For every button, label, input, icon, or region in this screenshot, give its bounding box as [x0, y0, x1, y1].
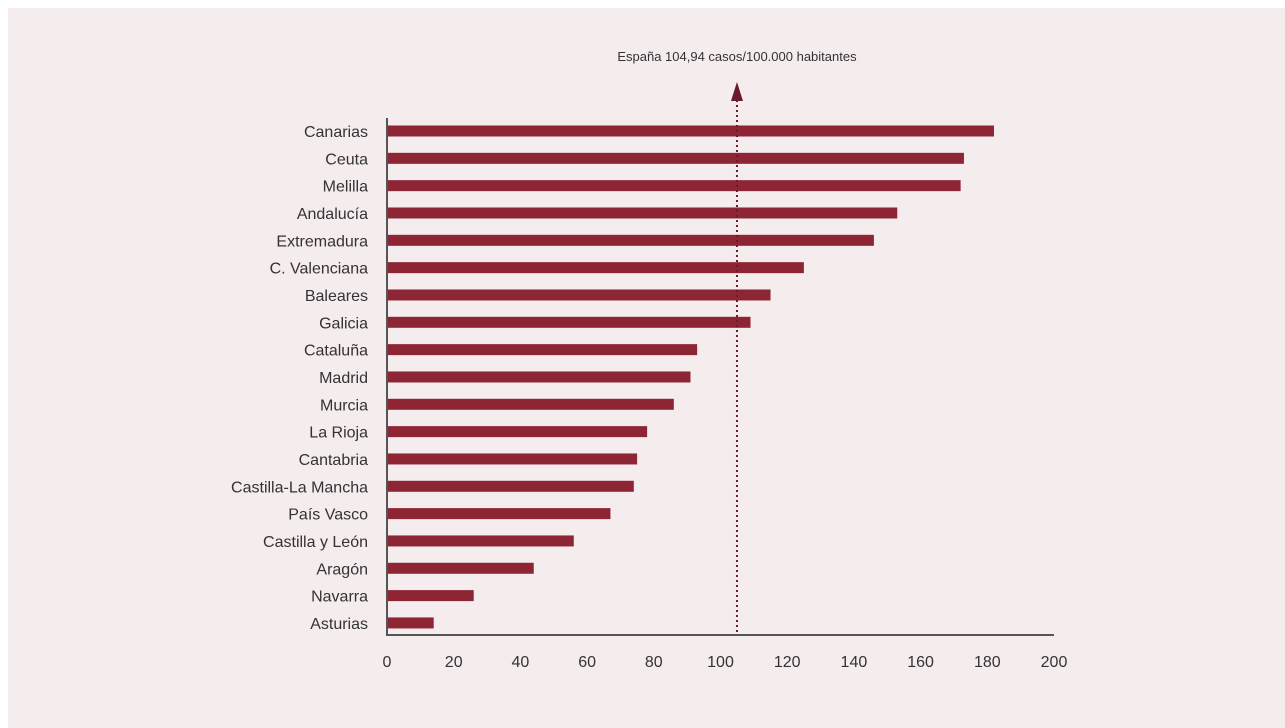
- bar-7: [387, 316, 751, 328]
- bar-10: [387, 398, 674, 410]
- bar-4: [387, 234, 874, 246]
- x-tick-label-1: 20: [445, 654, 463, 671]
- category-label-10: Murcia: [320, 397, 368, 414]
- bar-3: [387, 207, 898, 219]
- category-label-9: Madrid: [319, 370, 368, 387]
- category-label-11: La Rioja: [309, 425, 368, 442]
- category-label-0: Canarias: [304, 124, 368, 141]
- x-tick-label-8: 160: [907, 654, 934, 671]
- category-label-4: Extremadura: [276, 233, 368, 250]
- category-label-15: Castilla y León: [263, 534, 368, 551]
- category-label-12: Cantabria: [299, 452, 368, 469]
- bar-2: [387, 180, 961, 192]
- reference-label: España 104,94 casos/100.000 habitantes: [617, 49, 857, 64]
- category-labels-group: Canarias Ceuta Melilla Andalucía Extremadura…: [231, 124, 368, 633]
- x-tick-label-4: 80: [645, 654, 663, 671]
- x-tick-label-6: 120: [774, 654, 801, 671]
- category-label-17: Navarra: [311, 589, 368, 606]
- bar-13: [387, 480, 634, 492]
- bar-1: [387, 152, 964, 164]
- bar-17: [387, 590, 474, 602]
- x-tick-label-10: 200: [1041, 654, 1068, 671]
- category-label-14: País Vasco: [288, 507, 368, 524]
- category-label-8: Cataluña: [304, 343, 368, 360]
- bar-11: [387, 426, 648, 438]
- x-tick-label-0: 0: [383, 654, 392, 671]
- bar-18: [387, 617, 434, 629]
- bars-group: [387, 125, 994, 629]
- bar-6: [387, 289, 771, 301]
- category-label-2: Melilla: [323, 179, 368, 196]
- category-label-3: Andalucía: [297, 206, 368, 223]
- bar-15: [387, 535, 574, 547]
- bar-9: [387, 371, 691, 383]
- category-label-13: Castilla-La Mancha: [231, 479, 368, 496]
- category-label-1: Ceuta: [325, 151, 368, 168]
- x-tick-label-5: 100: [707, 654, 734, 671]
- x-tick-label-2: 40: [512, 654, 530, 671]
- bar-8: [387, 344, 698, 356]
- reference-arrow-icon: [730, 82, 743, 101]
- bar-5: [387, 262, 804, 274]
- category-label-6: Baleares: [305, 288, 368, 305]
- category-label-7: Galicia: [319, 315, 368, 332]
- x-tick-label-9: 180: [974, 654, 1001, 671]
- x-tick-label-3: 60: [578, 654, 596, 671]
- x-tick-label-7: 140: [841, 654, 868, 671]
- bar-12: [387, 453, 638, 465]
- x-ticks-group: 0 20 40 60 80 100 120 140 160 180 200: [383, 654, 1068, 671]
- bar-0: [387, 125, 994, 137]
- category-label-18: Asturias: [310, 616, 368, 633]
- bar-14: [387, 508, 611, 520]
- bar-16: [387, 562, 534, 574]
- category-label-5: C. Valenciana: [270, 261, 369, 278]
- category-label-16: Aragón: [316, 561, 368, 578]
